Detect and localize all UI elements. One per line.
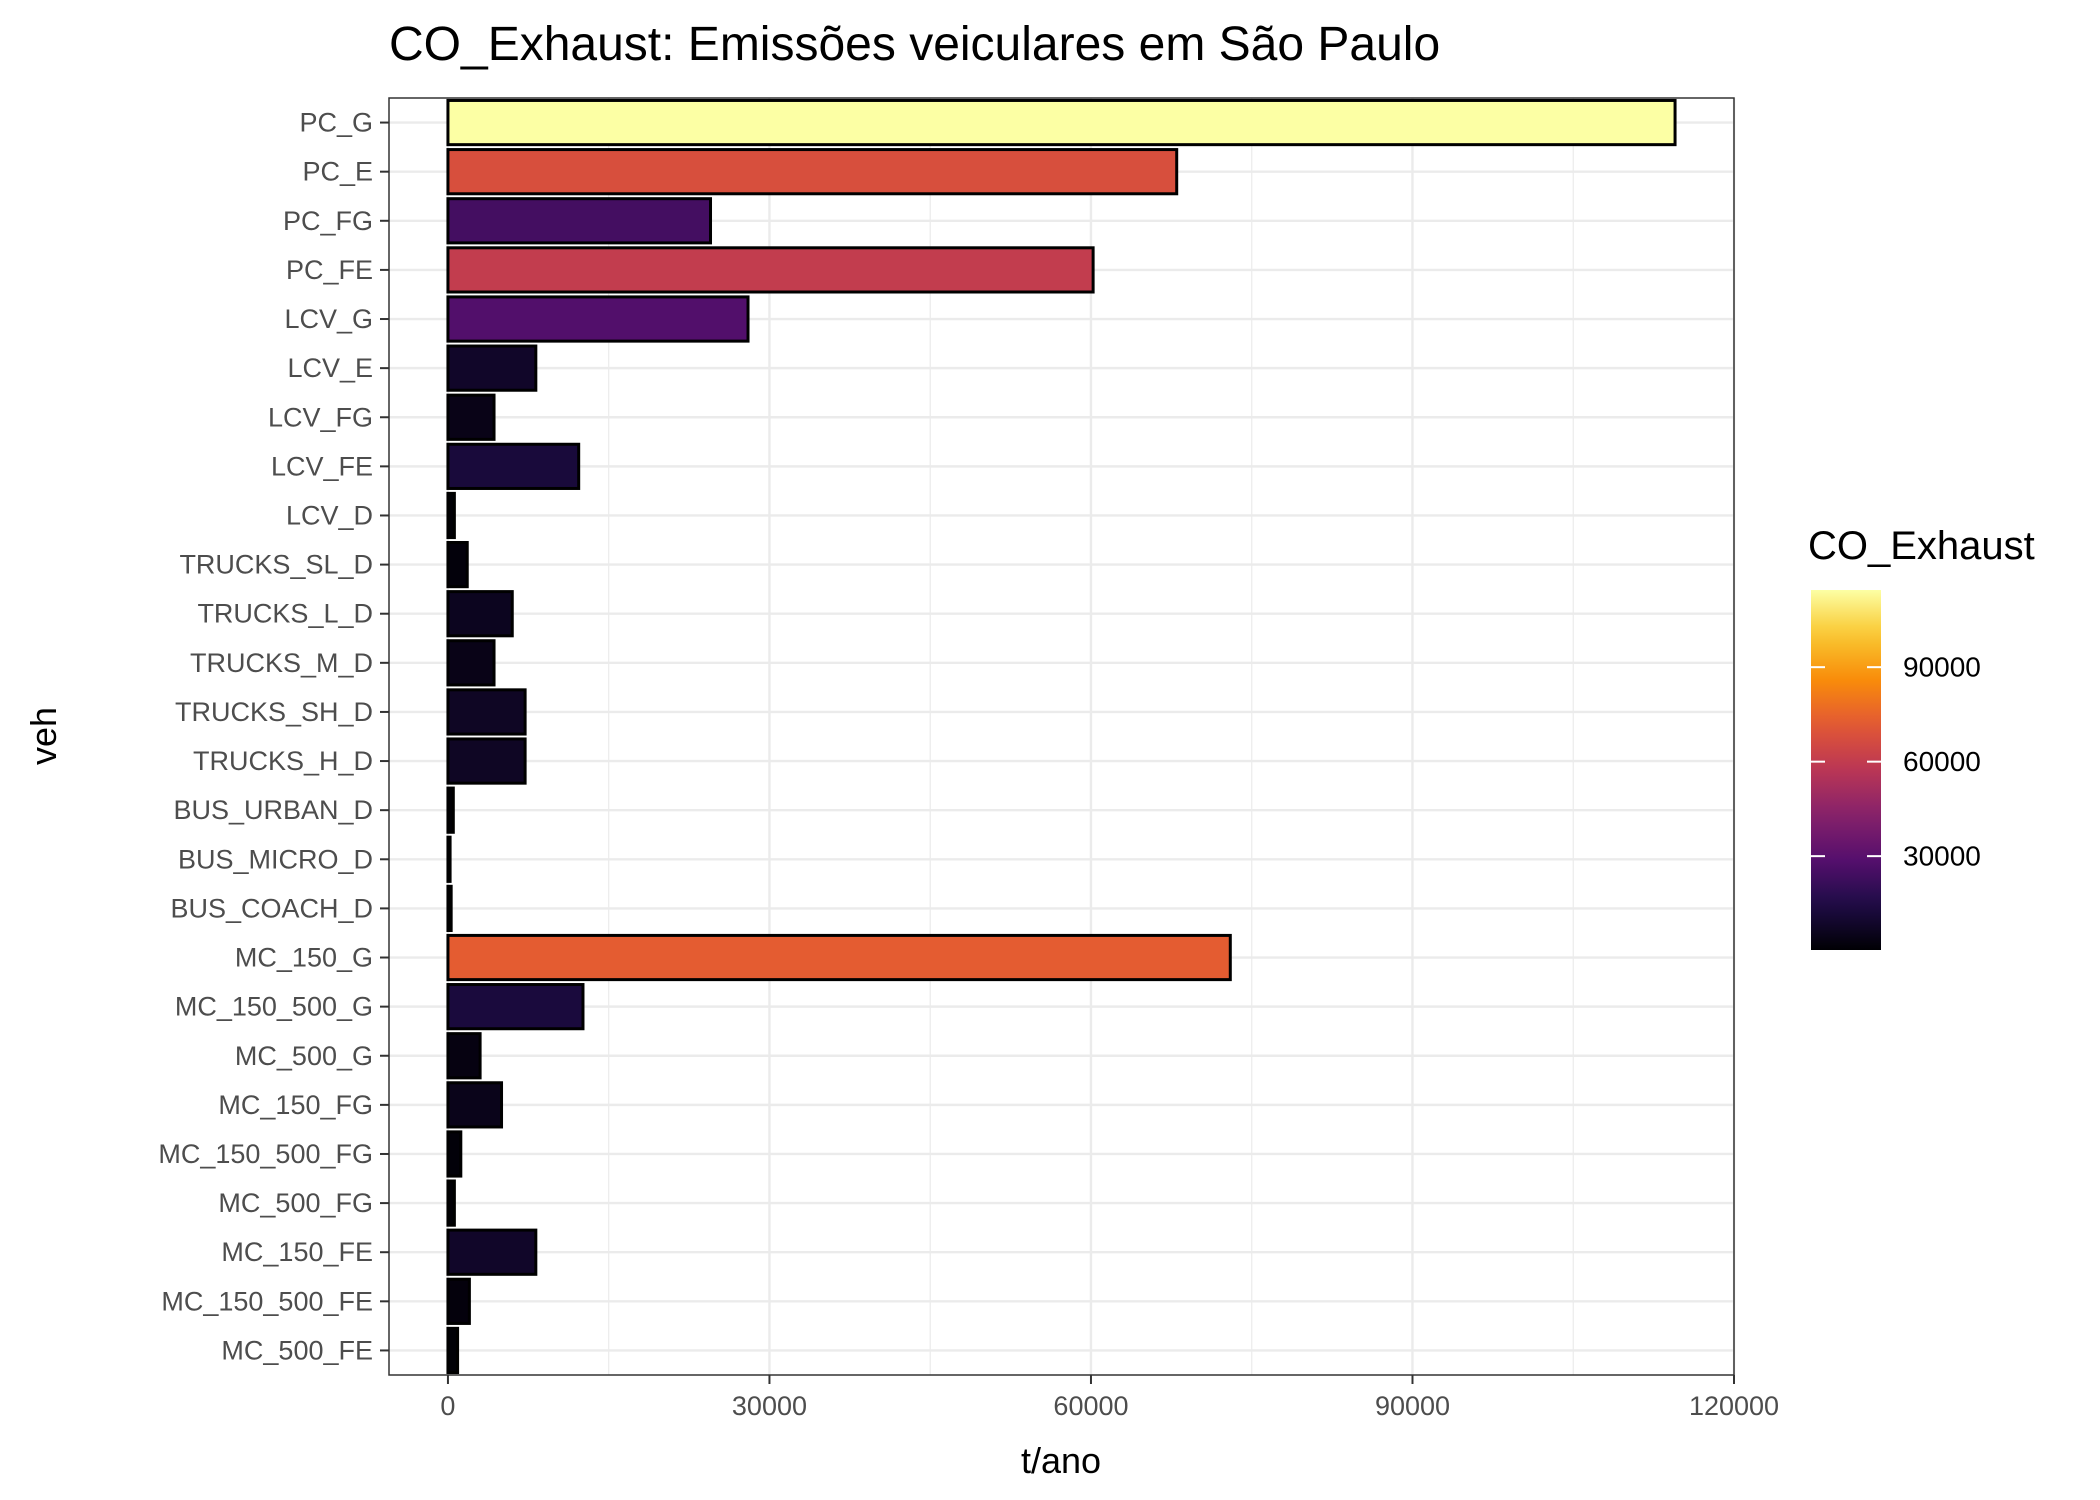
x-tick-label: 90000 (1375, 1391, 1450, 1421)
bar-bus-urban-d (446, 786, 455, 834)
y-tick-label: LCV_FG (268, 402, 373, 432)
bar-lcv-g (446, 295, 750, 343)
legend-ticks: 30000 60000 90000 (1811, 652, 1981, 872)
legend-colorbar (1811, 590, 1881, 950)
y-tick-label: MC_500_FG (218, 1188, 373, 1218)
y-tick-label: MC_150_G (235, 943, 373, 973)
plot-panel (388, 97, 1736, 1376)
bar-lcv-fe (446, 442, 581, 490)
bar-pc-g (446, 98, 1677, 147)
legend-tick-label: 90000 (1903, 652, 1981, 683)
bar-mc-150-500-g (446, 983, 585, 1031)
x-axis: 0 30000 60000 90000 120000 (440, 1375, 1779, 1421)
x-tick-label: 60000 (1053, 1391, 1128, 1421)
bar-trucks-h-d (446, 737, 527, 785)
legend-tick-label: 60000 (1903, 746, 1981, 777)
y-axis-title: veh (23, 707, 64, 765)
y-tick-label: MC_150_FG (218, 1090, 373, 1120)
bar-mc-150-fg (446, 1081, 504, 1129)
y-tick-label: BUS_COACH_D (170, 893, 373, 923)
y-tick-label: LCV_FE (271, 451, 373, 481)
y-tick-label: MC_150_FE (221, 1237, 373, 1267)
bar-pc-e (446, 148, 1179, 196)
bar-mc-500-fe (446, 1326, 460, 1375)
y-tick-label: MC_500_G (235, 1041, 373, 1071)
x-tick-label: 30000 (732, 1391, 807, 1421)
y-tick-label: MC_500_FE (221, 1335, 373, 1365)
bar-mc-500-fg (446, 1179, 456, 1227)
y-tick-label: TRUCKS_H_D (193, 746, 373, 776)
bar-lcv-e (446, 344, 538, 392)
bar-lcv-d (446, 491, 456, 540)
bar-mc-500-g (446, 1032, 482, 1080)
bar-mc-150-fe (446, 1228, 538, 1276)
y-tick-label: MC_150_500_FG (158, 1139, 373, 1169)
bar-mc-150-g (446, 933, 1232, 982)
bar-trucks-sl-d (446, 540, 469, 589)
bars (446, 98, 1677, 1375)
legend-tick-label: 30000 (1903, 841, 1981, 872)
bar-trucks-sh-d (446, 688, 527, 736)
y-tick-label: PC_G (299, 108, 373, 138)
bar-bus-micro-d (446, 835, 452, 883)
y-tick-label: PC_FG (283, 206, 373, 236)
x-axis-title: t/ano (1021, 1440, 1101, 1481)
y-tick-label: BUS_MICRO_D (178, 844, 373, 874)
chart-title: CO_Exhaust: Emissões veiculares em São P… (389, 18, 1440, 71)
y-tick-label: LCV_D (286, 500, 373, 530)
bar-bus-coach-d (446, 884, 453, 933)
plot-border (388, 97, 1735, 1376)
y-tick-label: TRUCKS_SL_D (179, 550, 373, 580)
y-tick-label: TRUCKS_L_D (197, 599, 373, 629)
bar-mc-150-500-fg (446, 1130, 463, 1178)
y-tick-label: TRUCKS_M_D (190, 648, 373, 678)
y-tick-label: MC_150_500_FE (161, 1286, 373, 1316)
y-tick-label: LCV_E (287, 353, 373, 383)
bar-pc-fg (446, 197, 713, 245)
bar-trucks-l-d (446, 590, 514, 638)
color-legend: CO_Exhaust 30000 60000 90000 (1808, 524, 2035, 950)
y-tick-label: TRUCKS_SH_D (175, 697, 373, 727)
y-tick-label: PC_E (302, 157, 373, 187)
y-tick-label: MC_150_500_G (175, 992, 373, 1022)
bar-trucks-m-d (446, 639, 496, 687)
x-tick-label: 0 (440, 1391, 455, 1421)
bar-pc-fe (446, 246, 1095, 294)
y-tick-label: PC_FE (286, 255, 373, 285)
y-tick-label: LCV_G (284, 304, 373, 334)
bar-lcv-fg (446, 393, 496, 441)
x-tick-label: 120000 (1689, 1391, 1779, 1421)
legend-title: CO_Exhaust (1808, 524, 2035, 568)
bar-mc-150-500-fe (446, 1277, 471, 1325)
y-axis: PC_G PC_E PC_FG PC_FE LCV_G LCV_E LCV_FG LCV_FE… (158, 108, 389, 1365)
y-tick-label: BUS_URBAN_D (173, 795, 373, 825)
